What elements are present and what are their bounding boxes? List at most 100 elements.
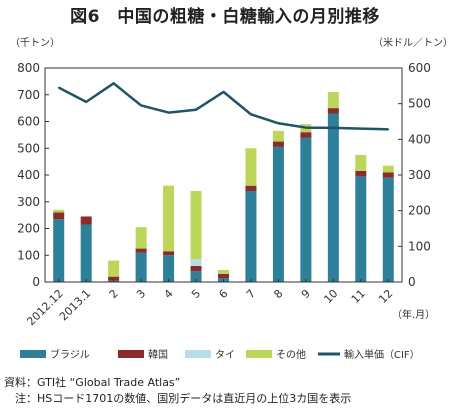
price-point bbox=[167, 111, 170, 114]
price-point bbox=[360, 127, 362, 130]
x-tick-label: 3 bbox=[134, 287, 148, 301]
bar-brazil bbox=[355, 176, 367, 282]
legend-label: 韓国 bbox=[148, 349, 168, 361]
legend-label: ブラジル bbox=[50, 348, 90, 361]
source-note: 資料：GTI社 “Global Trade Atlas” bbox=[4, 376, 181, 389]
bar-korea bbox=[300, 132, 312, 138]
x-tick-label: 2013.1 bbox=[57, 287, 93, 323]
right-tick-label: 200 bbox=[408, 204, 431, 218]
legend-swatch bbox=[246, 350, 272, 358]
x-tick-label: 2012.12 bbox=[24, 287, 65, 328]
left-axis-ticks: 0 100 200 300 400 500 600 700 800 bbox=[17, 61, 49, 289]
price-point bbox=[222, 91, 225, 93]
bar-brazil bbox=[135, 252, 147, 282]
price-point bbox=[250, 113, 252, 116]
plot-frame bbox=[44, 67, 403, 283]
footnote: 注：HSコード1701の数値、国別データは直近月の上位3カ国を表示 bbox=[4, 392, 352, 405]
bar-thailand bbox=[190, 259, 202, 266]
left-tick-label: 400 bbox=[17, 168, 40, 182]
x-tick-label: 2 bbox=[107, 287, 121, 301]
bar-other bbox=[53, 209, 65, 213]
bar-korea bbox=[272, 141, 284, 147]
bar-other bbox=[272, 130, 284, 142]
bar-other bbox=[355, 154, 367, 171]
right-tick-label: 300 bbox=[408, 168, 431, 182]
bar-brazil bbox=[300, 137, 312, 282]
bar-korea bbox=[382, 172, 394, 178]
price-point bbox=[387, 128, 390, 131]
notes: 資料：GTI社 “Global Trade Atlas” 注：HSコード1701… bbox=[4, 375, 351, 407]
right-tick-label: 100 bbox=[408, 239, 431, 253]
bar-korea bbox=[218, 273, 229, 278]
right-tick-label: 400 bbox=[408, 132, 431, 146]
right-tick-label: 500 bbox=[408, 97, 431, 111]
legend: ブラジル 韓国 タイ その他 輸入単価（CIF） bbox=[20, 348, 420, 361]
bar-brazil bbox=[190, 271, 202, 282]
bar-korea bbox=[135, 248, 147, 253]
x-axis-unit: （年.月） bbox=[392, 308, 435, 321]
x-tick-label: 6 bbox=[216, 287, 230, 301]
price-point bbox=[332, 127, 335, 129]
legend-swatch bbox=[20, 350, 46, 358]
left-tick-label: 700 bbox=[17, 88, 40, 102]
left-axis-unit: （千トン） bbox=[10, 37, 60, 49]
legend-swatch bbox=[118, 350, 144, 358]
bar-other bbox=[135, 227, 147, 249]
bar-korea bbox=[80, 216, 92, 225]
price-point bbox=[305, 126, 307, 129]
legend-label: タイ bbox=[215, 349, 235, 361]
bar-other bbox=[190, 191, 202, 260]
left-tick-label: 600 bbox=[17, 115, 40, 129]
left-tick-label: 500 bbox=[17, 141, 40, 155]
price-point bbox=[277, 122, 280, 125]
bar-other bbox=[327, 92, 339, 109]
bar-brazil bbox=[80, 224, 92, 282]
bar-korea bbox=[355, 170, 367, 177]
legend-label: その他 bbox=[276, 348, 306, 361]
legend-label: 輸入単価（CIF） bbox=[344, 348, 420, 361]
bar-brazil bbox=[327, 113, 339, 282]
left-tick-label: 800 bbox=[17, 61, 40, 75]
legend-swatch bbox=[185, 350, 211, 358]
price-point bbox=[112, 82, 115, 85]
x-tick-label: 11 bbox=[349, 287, 368, 306]
right-axis-unit: （米ドル／トン） bbox=[373, 36, 450, 49]
x-tick-label: 10 bbox=[321, 287, 340, 306]
x-tick-label: 7 bbox=[244, 287, 258, 301]
bar-brazil bbox=[382, 177, 394, 282]
bar-brazil bbox=[245, 191, 257, 282]
left-tick-label: 100 bbox=[17, 248, 40, 262]
bar-other bbox=[245, 148, 257, 186]
price-line bbox=[57, 82, 390, 131]
price-point bbox=[195, 108, 197, 111]
import-chart: （千トン） （米ドル／トン） 0100200300400500600700800… bbox=[10, 36, 450, 361]
price-point bbox=[57, 86, 60, 89]
bar-korea bbox=[53, 212, 65, 220]
x-tick-label: 5 bbox=[189, 287, 203, 301]
bar-brazil bbox=[272, 146, 284, 282]
chart-title: 図6 中国の粗糖・白糖輸入の月別推移 bbox=[70, 7, 380, 27]
right-axis-ticks: 0 100 200 300 400 500 600 bbox=[398, 61, 431, 289]
bar-other bbox=[163, 185, 175, 252]
x-tick-label: 12 bbox=[376, 287, 395, 306]
bar-korea bbox=[327, 108, 339, 114]
x-tick-label: 9 bbox=[299, 287, 313, 301]
right-tick-label: 0 bbox=[408, 275, 416, 289]
left-tick-label: 300 bbox=[17, 195, 40, 209]
bar-other bbox=[382, 165, 394, 173]
bar-korea bbox=[108, 276, 120, 281]
bar-korea bbox=[245, 185, 257, 192]
bar-korea bbox=[163, 251, 175, 256]
left-tick-label: 200 bbox=[17, 222, 40, 236]
x-tick-label: 4 bbox=[162, 287, 176, 301]
bar-brazil bbox=[53, 219, 65, 282]
price-point bbox=[85, 101, 87, 103]
left-tick-label: 0 bbox=[32, 275, 40, 289]
bar-brazil bbox=[163, 255, 175, 282]
price-point bbox=[140, 104, 142, 107]
bar-series bbox=[53, 92, 394, 282]
bar-other bbox=[108, 260, 120, 277]
bar-korea bbox=[190, 265, 202, 272]
right-tick-label: 600 bbox=[408, 61, 431, 75]
